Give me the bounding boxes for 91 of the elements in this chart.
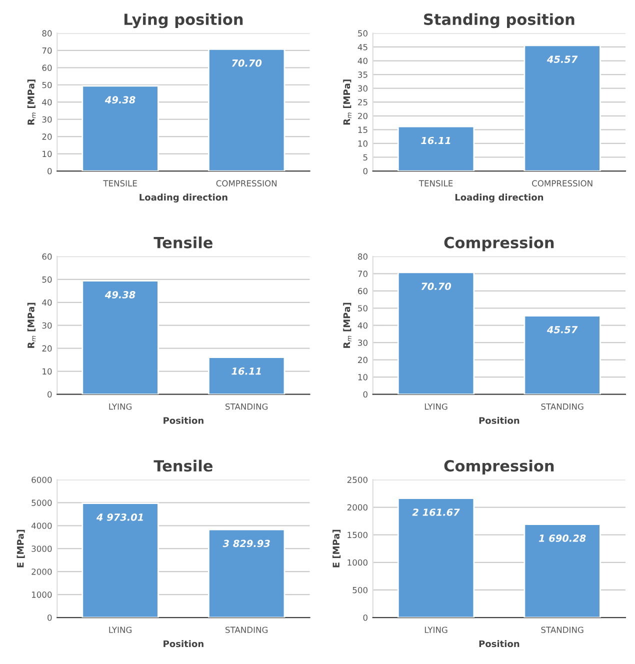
chart-title: Compression	[444, 460, 554, 475]
chart-title: Compression	[444, 236, 554, 252]
y-axis-title: R$_{m}$ [MPa]	[27, 80, 36, 125]
y-tick-label: 0	[48, 168, 52, 174]
y-axis-title: R$_{m}$ [MPa]	[27, 302, 36, 348]
y-tick-label: 60	[42, 64, 52, 71]
y-tick-label: 20	[358, 112, 368, 120]
x-tick-label: STANDING	[541, 626, 584, 633]
y-tick-label: 4000	[31, 522, 52, 529]
y-tick-label: 50	[358, 30, 368, 36]
data-label: 4 973.01	[96, 514, 143, 521]
y-tick-label: 10	[42, 150, 52, 158]
data-label: 45.57	[546, 326, 578, 334]
x-tick-label: COMPRESSION	[216, 180, 277, 186]
y-axis-title: E [MPa]	[16, 530, 25, 568]
y-tick-label: 50	[358, 305, 368, 312]
y-tick-label: 10	[42, 368, 52, 375]
y-tick-label: 40	[358, 322, 368, 329]
y-tick-label: 0	[363, 391, 368, 398]
y-tick-label: 80	[358, 253, 368, 260]
y-tick-label: 80	[42, 30, 52, 36]
x-tick-label: LYING	[109, 626, 132, 633]
x-tick-label: STANDING	[226, 626, 268, 633]
y-tick-label: 6000	[32, 476, 52, 483]
y-tick-label: 0	[48, 391, 52, 398]
data-label: 3 829.93	[222, 540, 270, 548]
y-tick-label: 50	[42, 82, 52, 88]
y-tick-label: 2000	[32, 568, 52, 575]
y-tick-label: 2500	[347, 476, 368, 483]
y-tick-label: 30	[42, 116, 52, 123]
y-tick-label: 35	[358, 72, 368, 78]
y-tick-label: 20	[42, 134, 52, 140]
y-tick-label: 5000	[32, 500, 52, 506]
y-tick-label: 2000	[347, 504, 368, 511]
x-tick-label: TENSILE	[103, 180, 137, 186]
x-axis-title: Position	[164, 416, 204, 424]
y-tick-label: 10	[358, 374, 368, 380]
chart-title: Tensile	[154, 460, 212, 472]
x-tick-label: TENSILE	[418, 180, 453, 186]
data-label: 16.11	[421, 136, 450, 144]
y-tick-label: 70	[358, 270, 368, 277]
x-axis-title: Loading direction	[455, 194, 544, 202]
y-tick-label: 10	[358, 140, 368, 147]
x-tick-label: LYING	[424, 626, 448, 633]
y-axis-title: E [MPa]	[332, 530, 341, 568]
y-tick-label: 1500	[348, 532, 368, 538]
y-tick-label: 3000	[32, 546, 52, 552]
y-tick-label: 25	[358, 99, 368, 106]
chart-title: Lying position	[124, 13, 243, 28]
y-tick-label: 0	[48, 614, 52, 621]
y-tick-label: 40	[358, 58, 368, 64]
data-label: 49.38	[104, 291, 136, 298]
y-tick-label: 60	[42, 253, 52, 260]
x-tick-label: STANDING	[226, 403, 268, 410]
data-label: 49.38	[104, 96, 136, 104]
y-tick-label: 40	[42, 299, 52, 306]
data-label: 70.70	[232, 59, 262, 67]
x-axis-title: Position	[164, 640, 204, 648]
data-label: 45.57	[546, 56, 578, 63]
y-tick-label: 30	[42, 322, 52, 329]
data-label: 1 690.28	[538, 534, 586, 542]
y-tick-label: 20	[42, 345, 52, 352]
x-axis-title: Position	[479, 640, 520, 648]
y-tick-label: 500	[352, 586, 368, 594]
data-label: 16.11	[232, 367, 261, 375]
y-axis-title: R$_{m}$ [MPa]	[343, 302, 352, 348]
y-axis-title: R$_{m}$ [MPa]	[343, 80, 352, 125]
y-tick-label: 1000	[32, 592, 52, 598]
y-tick-label: 5	[363, 154, 368, 161]
y-tick-label: 50	[42, 276, 52, 283]
chart-title: Standing position	[424, 13, 574, 28]
y-tick-label: 0	[363, 168, 368, 174]
chart-title: Tensile	[154, 236, 212, 248]
y-tick-label: 60	[358, 288, 368, 294]
x-axis-title: Position	[479, 416, 520, 424]
y-tick-label: 1000	[348, 559, 368, 566]
y-tick-label: 30	[358, 340, 368, 346]
y-tick-label: 30	[358, 85, 368, 92]
x-tick-label: LYING	[424, 403, 448, 410]
data-label: 2 161.67	[412, 508, 460, 516]
x-axis-title: Loading direction	[140, 194, 228, 202]
x-tick-label: LYING	[109, 403, 132, 410]
y-tick-label: 15	[358, 126, 368, 133]
y-tick-label: 20	[358, 356, 368, 364]
y-tick-label: 70	[42, 47, 52, 54]
y-tick-label: 0	[363, 614, 368, 621]
x-tick-label: COMPRESSION	[532, 180, 592, 186]
y-tick-label: 45	[358, 44, 368, 50]
data-label: 70.70	[421, 282, 452, 290]
y-tick-label: 40	[42, 99, 52, 106]
x-tick-label: STANDING	[541, 403, 584, 410]
